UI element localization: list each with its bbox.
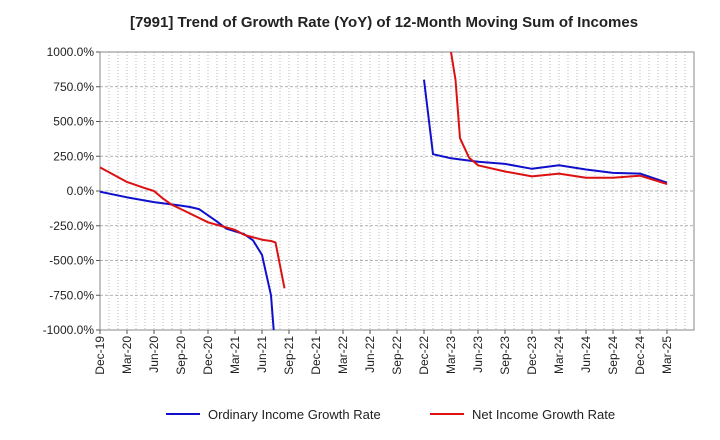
x-tick-label: Dec-21 <box>309 336 323 375</box>
y-tick-label: 250.0% <box>53 149 94 163</box>
x-tick-label: Dec-20 <box>201 336 215 375</box>
y-tick-label: 750.0% <box>53 80 94 94</box>
x-tick-label: Sep-22 <box>390 336 404 375</box>
chart-title: [7991] Trend of Growth Rate (YoY) of 12-… <box>130 14 638 31</box>
series-line-1-segment-1 <box>100 190 275 330</box>
x-tick-label: Jun-22 <box>363 336 377 373</box>
series-line-2-segment-1 <box>100 166 286 289</box>
y-tick-label: 0.0% <box>67 184 95 198</box>
grid <box>100 51 694 331</box>
x-tick-label: Jun-24 <box>579 336 593 373</box>
y-tick-label: -250.0% <box>49 219 94 233</box>
series-lines <box>100 52 668 330</box>
x-tick-label: Sep-24 <box>606 336 620 375</box>
x-tick-label: Mar-23 <box>444 336 458 374</box>
x-tick-label: Dec-23 <box>525 336 539 375</box>
x-tick-label: Sep-21 <box>282 336 296 375</box>
x-tick-label: Mar-25 <box>660 336 674 374</box>
x-tick-label: Jun-20 <box>147 336 161 373</box>
x-tick-label: Sep-20 <box>174 336 188 375</box>
legend-label-2: Net Income Growth Rate <box>472 407 615 422</box>
y-tick-label: 1000.0% <box>47 45 95 59</box>
series-line-2-segment-2 <box>450 52 668 185</box>
y-tick-label: -750.0% <box>49 288 94 302</box>
y-axis: 1000.0% 750.0% 500.0% 250.0% 0.0% -250.0% -500… <box>43 45 100 337</box>
x-axis: Dec-19 Mar-20 Jun-20 Sep-20 Dec-20 Mar-21 Jun-… <box>93 330 674 375</box>
y-tick-label: -1000.0% <box>43 323 95 337</box>
x-tick-label: Dec-22 <box>417 336 431 375</box>
y-tick-label: 500.0% <box>53 115 94 129</box>
x-tick-label: Dec-19 <box>93 336 107 375</box>
x-tick-label: Mar-22 <box>336 336 350 374</box>
x-tick-label: Dec-24 <box>633 336 647 375</box>
x-tick-label: Sep-23 <box>498 336 512 375</box>
legend: Ordinary Income Growth Rate Net Income Gr… <box>166 407 615 422</box>
y-tick-label: -500.0% <box>49 254 94 268</box>
legend-label-1: Ordinary Income Growth Rate <box>208 407 381 422</box>
x-tick-label: Jun-21 <box>255 336 269 373</box>
x-tick-label: Jun-23 <box>471 336 485 373</box>
x-tick-label: Mar-24 <box>552 336 566 374</box>
x-tick-label: Mar-21 <box>228 336 242 374</box>
x-tick-label: Mar-20 <box>120 336 134 374</box>
series-line-1-segment-2 <box>423 79 668 184</box>
